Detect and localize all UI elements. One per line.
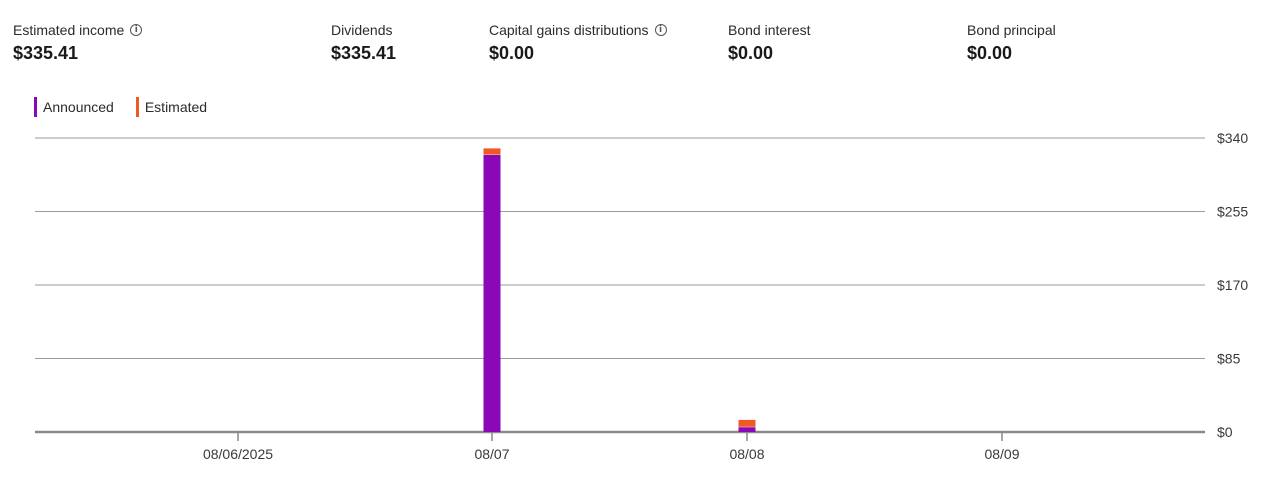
y-tick-label: $85 bbox=[1217, 351, 1241, 367]
bar-estimated-1 bbox=[483, 148, 501, 155]
legend-item-estimated[interactable]: Estimated bbox=[135, 97, 208, 117]
legend-swatch-estimated bbox=[135, 97, 139, 117]
estimated-income-label: Estimated income bbox=[13, 22, 125, 38]
y-tick-label: $255 bbox=[1217, 204, 1248, 220]
legend-swatch-announced bbox=[34, 97, 37, 117]
dividends-metric: Dividends $335.41 bbox=[331, 22, 396, 64]
x-tick-label: 08/09 bbox=[984, 446, 1019, 462]
x-tick-label: 08/06/2025 bbox=[203, 446, 273, 462]
y-tick-label: $170 bbox=[1217, 277, 1248, 293]
estimated-income-value: $335.41 bbox=[13, 43, 79, 63]
bar-announced-1 bbox=[483, 154, 501, 432]
info-icon[interactable]: i bbox=[130, 24, 143, 36]
bond-interest-metric: Bond interest $0.00 bbox=[728, 22, 811, 64]
capital-gains-value: $0.00 bbox=[489, 43, 535, 63]
income-summary: Estimated income i $335.41 Dividends $33… bbox=[0, 0, 1280, 90]
bond-principal-metric: Bond principal $0.00 bbox=[967, 22, 1056, 64]
x-tick-label: 08/08 bbox=[729, 446, 764, 462]
y-tick-label: $0 bbox=[1217, 424, 1233, 440]
y-tick-label: $340 bbox=[1217, 130, 1248, 146]
estimated-income-metric: Estimated income i $335.41 bbox=[13, 22, 143, 64]
legend-label-announced: Announced bbox=[43, 99, 114, 115]
bond-interest-value: $0.00 bbox=[728, 43, 774, 63]
bond-principal-value: $0.00 bbox=[967, 43, 1013, 63]
dividends-label: Dividends bbox=[331, 22, 393, 38]
bar-estimated-2 bbox=[738, 419, 756, 427]
info-icon[interactable]: i bbox=[654, 24, 667, 36]
bar-announced-2 bbox=[738, 426, 756, 432]
chart-legend: Announced Estimated bbox=[34, 97, 207, 117]
dividends-value: $335.41 bbox=[331, 43, 397, 63]
x-tick-label: 08/07 bbox=[474, 446, 509, 462]
capital-gains-label: Capital gains distributions bbox=[489, 22, 649, 38]
capital-gains-metric: Capital gains distributions i $0.00 bbox=[489, 22, 667, 64]
bond-principal-label: Bond principal bbox=[967, 22, 1056, 38]
legend-item-announced[interactable]: Announced bbox=[34, 97, 114, 117]
bond-interest-label: Bond interest bbox=[728, 22, 811, 38]
legend-label-estimated: Estimated bbox=[144, 99, 208, 115]
